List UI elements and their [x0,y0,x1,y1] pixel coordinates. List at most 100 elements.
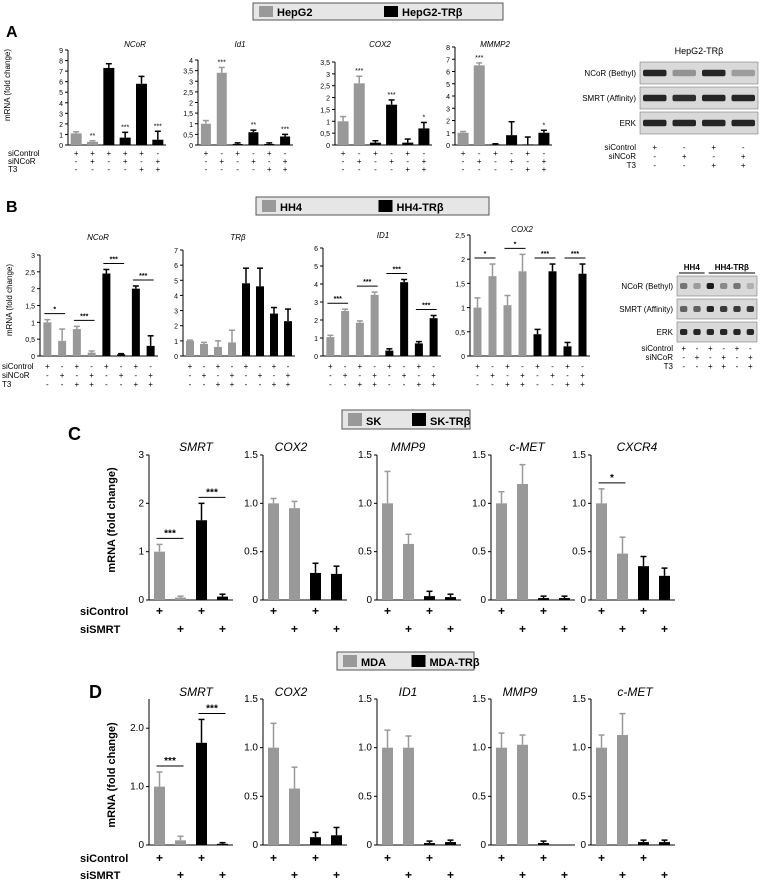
y-tick-label: 1,5 [320,107,330,114]
blot-title: HepG2-TRβ [675,46,724,56]
y-tick-label: 4 [174,293,178,300]
y-tick-label: 2 [138,498,144,509]
y-tick-label: 0,5 [183,132,193,139]
bar [280,136,291,145]
condition-mark: - [91,165,94,174]
y-tick-label: 0.5 [572,791,586,802]
row-label-sicontrol: siControl [80,853,128,865]
condition-mark: - [205,157,208,166]
condition-mark: - [135,371,138,380]
condition-mark: + [45,362,50,371]
blot-band [680,306,688,312]
y-tick-label: 0 [252,840,258,851]
condition-mark: + [426,851,433,865]
significance-stars: *** [571,251,579,258]
condition-mark: - [543,149,546,158]
condition-mark: - [76,371,79,380]
bar [382,747,393,845]
legend-swatch [411,655,426,667]
chart-title: c-MET [509,440,546,454]
condition-mark: - [551,362,554,371]
row-label-sicontrol: siControl [8,149,40,158]
bar [331,835,342,845]
blot-row-label: siControl [604,143,636,152]
condition-mark: + [598,604,605,618]
condition-mark: + [204,149,209,158]
bar [369,142,381,145]
bar [242,283,250,356]
condition-mark: + [119,371,124,380]
legend-label: HH4-TRβ [397,202,444,214]
bar [429,318,438,356]
condition-mark: - [390,165,393,174]
condition-mark: - [252,149,255,158]
bar [196,520,207,600]
bar [228,342,236,356]
y-tick-label: 1.0 [244,498,258,509]
chart-title: SMRT [179,440,214,454]
condition-mark: + [389,157,394,166]
blot-band [702,69,726,77]
bar [424,843,435,845]
y-tick-label: 3 [326,72,330,79]
condition-mark: - [358,165,361,174]
condition-mark: + [286,380,291,389]
bar [518,271,527,356]
y-tick-label: 0 [314,354,318,361]
blot-band-label: ERK [620,119,637,128]
chart-d-cox2: COX2 0 0.5 1.0 1.5 + + + + [244,685,347,882]
chart-c-smrt: SMRT 0 1 2 3 *** *** + + + + [138,440,233,636]
y-tick-label: 3 [138,450,144,461]
blot-band [731,94,755,102]
condition-mark: - [189,371,192,380]
bar [214,346,222,356]
bar [341,311,350,356]
y-tick-label: 1.0 [244,743,258,754]
condition-mark: + [139,149,144,158]
legend-label: SK-TRβ [430,416,471,428]
chart-title: MMP9 [503,685,538,699]
condition-mark: - [494,157,497,166]
significance-stars: *** [154,123,162,130]
y-tick-label: 3 [174,309,178,316]
blot-band [746,329,754,335]
legend-swatch [412,413,426,426]
condition-mark: + [235,149,240,158]
condition-mark: + [540,604,547,618]
bar [131,288,140,356]
condition-mark: - [388,371,391,380]
y-tick-label: 4 [446,94,450,101]
significance-stars: *** [387,92,395,99]
condition-mark: - [476,371,479,380]
chart-title: COX2 [275,440,308,454]
y-tick-label: 1 [314,336,318,343]
y-tick-label: 1.0 [472,498,486,509]
bar [403,543,414,600]
condition-mark: + [104,362,109,371]
bar [268,747,279,845]
bar [418,128,430,145]
y-tick-label: 0 [461,354,465,361]
condition-mark: - [491,362,494,371]
blot-condition-mark: - [682,362,685,371]
condition-mark: + [384,851,391,865]
y-tick-label: 1 [326,119,330,126]
blot-condition-mark: - [696,344,699,353]
condition-mark: - [526,157,529,166]
condition-mark: - [236,157,239,166]
bar [538,843,549,845]
condition-mark: + [372,371,377,380]
legend-box-b [255,196,490,216]
y-tick-label: 0.5 [244,791,258,802]
condition-mark: + [75,380,80,389]
condition-mark: - [342,165,345,174]
bar [403,747,414,845]
y-tick-label: 2 [446,119,450,126]
western-blot-a: HepG2-TRβ NCoR (Bethyl) SMRT (Affinity) ERK [582,46,759,135]
bar [175,840,186,845]
condition-mark: + [535,362,540,371]
chart-title: COX2 [275,685,308,699]
y-tick-label: 4 [189,58,193,65]
